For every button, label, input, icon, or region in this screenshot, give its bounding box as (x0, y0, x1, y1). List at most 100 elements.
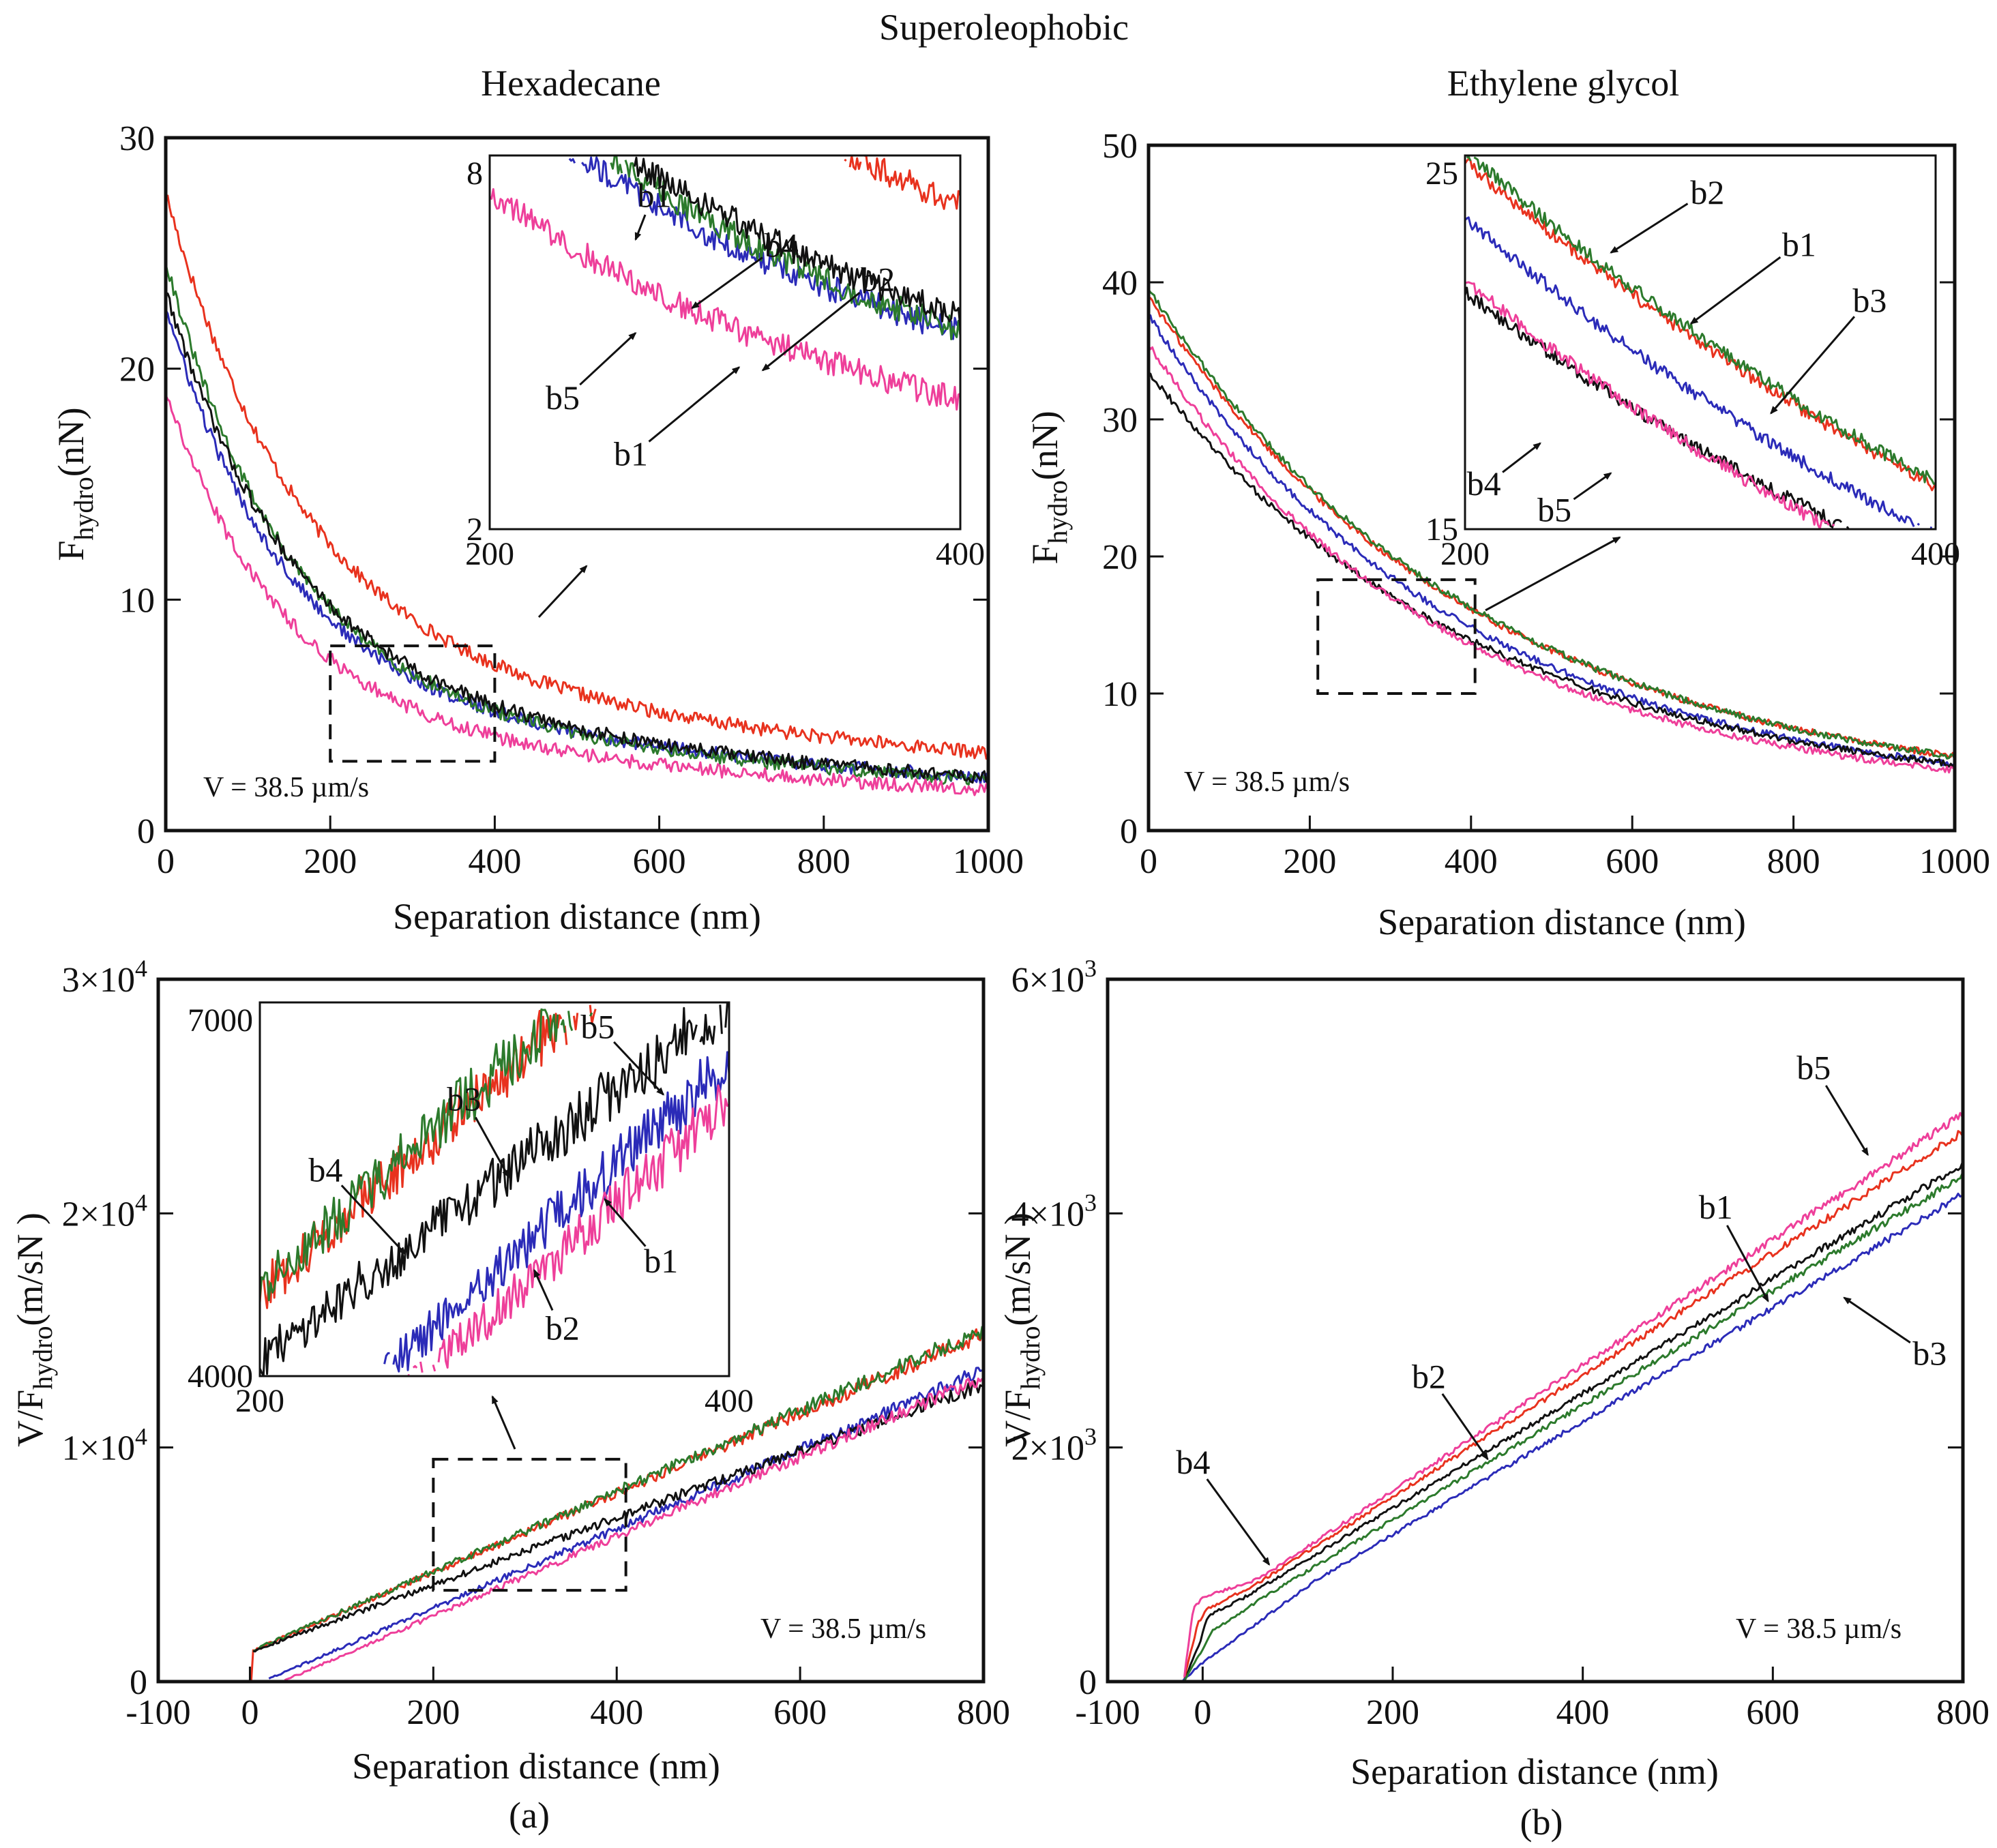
label-arrow-b2 (533, 1268, 554, 1311)
panel-label: (a) (509, 1795, 550, 1836)
inset-pointer-arrow (1485, 536, 1621, 612)
series-label-b3: b3 (1852, 282, 1887, 320)
label-arrow-b1 (1726, 1225, 1769, 1302)
label-arrow-b1 (648, 366, 741, 443)
series-label-b5: b5 (1537, 491, 1571, 529)
chart-top-left: Hexadecane 0 200 400 600 800 1000 0 10 20 30 V = … (50, 63, 1024, 937)
x-tick-label: 200 (235, 1383, 284, 1419)
label-arrow-b1 (634, 214, 647, 241)
zoom-region-box (432, 1457, 627, 1592)
series-label-b1: b1 (644, 1242, 678, 1280)
x-tick-label: 1000 (1919, 842, 1990, 881)
label-arrow-b2 (1441, 1393, 1489, 1461)
y-axis-label-sub: hydro (1015, 1326, 1046, 1390)
x-tick-label: 200 (304, 842, 357, 881)
y-tick-label: 1×104 (62, 1423, 147, 1468)
series-label-b1: b1 (614, 434, 648, 473)
x-tick-label: 600 (773, 1693, 827, 1732)
y-tick-exponent: 4 (135, 955, 147, 982)
series-label-b4: b4 (308, 1151, 342, 1189)
inset-pointer-arrow (537, 565, 588, 619)
x-tick-label: 400 (705, 1383, 754, 1419)
y-tick-label: 0 (1079, 1663, 1097, 1702)
y-axis-label: V/Fhydro(m/sN ) (997, 1212, 1046, 1447)
y-tick-label: 0 (1120, 812, 1138, 851)
series-label-b4: b4 (1467, 464, 1501, 503)
x-axis-label: Separation distance (nm) (1378, 901, 1746, 942)
x-tick-label: 200 (1366, 1693, 1419, 1732)
series-line-b4 (258, 1002, 728, 1377)
y-tick-exponent: 4 (135, 1189, 147, 1216)
y-tick-exponent: 4 (135, 1423, 147, 1450)
x-tick-label: 800 (957, 1693, 1010, 1732)
x-tick-label: 800 (797, 842, 850, 881)
y-tick-label: 3×104 (62, 955, 147, 1000)
x-tick-label: 0 (1140, 842, 1157, 881)
series-line-b2 (383, 1051, 730, 1373)
x-tick-label: 600 (633, 842, 686, 881)
plot-frame (1147, 143, 1957, 833)
series-label-b4: b4 (1176, 1443, 1210, 1481)
series-label-b4: b4 (765, 226, 799, 264)
y-axis-label-main: F (50, 541, 91, 561)
y-tick-exponent: 3 (1084, 1189, 1097, 1216)
series-line-b1 (165, 194, 990, 760)
inset-frame (258, 1001, 730, 1377)
series-line-b5 (1147, 345, 1955, 774)
x-axis-label: Separation distance (nm) (352, 1746, 720, 1787)
chart-title: Hexadecane (481, 63, 661, 104)
label-arrow-b5 (1573, 472, 1612, 501)
plot-frame (156, 977, 986, 1684)
series-line-b3 (1181, 1192, 1963, 1682)
series-line-b3 (1148, 314, 1955, 767)
inset: 200 400 4000 7000 b4 b3 b5 b1 b2 (188, 1001, 754, 1419)
x-tick-label: 0 (241, 1693, 258, 1732)
y-tick-label: 10 (1102, 675, 1138, 714)
x-tick-label: 200 (1283, 842, 1336, 881)
velocity-annotation: V = 38.5 µm/s (1184, 766, 1350, 798)
inset-pointer-arrow (491, 1395, 516, 1450)
figure-title: Superoleophobic (879, 7, 1129, 48)
series-label-b5: b5 (1796, 1048, 1831, 1086)
x-tick-label: 1000 (953, 842, 1024, 881)
y-axis-label-unit: (nN) (50, 407, 91, 477)
x-tick-label: 400 (468, 842, 521, 881)
y-tick-label: 7000 (188, 1002, 253, 1039)
x-axis-label: Separation distance (nm) (393, 896, 761, 937)
y-axis-label: V/Fhydro(m/sN ) (10, 1212, 58, 1447)
series-line-b5 (1183, 1112, 1964, 1678)
label-arrow-b3 (1770, 316, 1856, 415)
series-label-b2: b2 (861, 260, 895, 299)
y-tick-label: 10 (119, 581, 155, 620)
plot-frame (164, 136, 990, 833)
series-label-b2: b2 (546, 1309, 580, 1347)
x-tick-label: 400 (590, 1693, 643, 1732)
plot-frame (1106, 977, 1965, 1684)
series-label-b2: b2 (1412, 1358, 1446, 1396)
inset-frame (1464, 154, 1937, 531)
y-tick-label: 8 (467, 155, 483, 192)
x-tick-label: 400 (1445, 842, 1498, 881)
y-axis-label-unit: (m/sN ) (10, 1212, 50, 1326)
x-tick-label: 400 (936, 536, 985, 572)
x-tick-label: -100 (125, 1693, 190, 1732)
series-line-b3 (1464, 216, 1933, 529)
y-tick-label: 40 (1102, 264, 1138, 303)
series-line-b3 (164, 263, 990, 786)
inset: 200 400 15 25 b2 b1 b3 b4 b5 (1425, 154, 1960, 572)
x-tick-label: 200 (406, 1693, 460, 1732)
series-line-b4 (165, 292, 989, 784)
velocity-annotation: V = 38.5 µm/s (760, 1613, 926, 1645)
y-tick-exponent: 3 (1084, 955, 1097, 982)
series-line-b4 (1148, 372, 1956, 769)
y-tick-label: 30 (1102, 401, 1138, 440)
y-axis-label: Fhydro(nN) (1024, 411, 1073, 564)
y-axis-label-unit: (nN) (1024, 411, 1065, 480)
label-arrow-b5 (613, 1041, 665, 1096)
series-label-b3: b3 (447, 1079, 481, 1118)
y-tick-label: 6×103 (1011, 955, 1097, 1000)
series-label-b1: b1 (1782, 226, 1816, 264)
label-arrow-b4 (691, 256, 763, 309)
x-tick-label: 400 (1556, 1693, 1610, 1732)
